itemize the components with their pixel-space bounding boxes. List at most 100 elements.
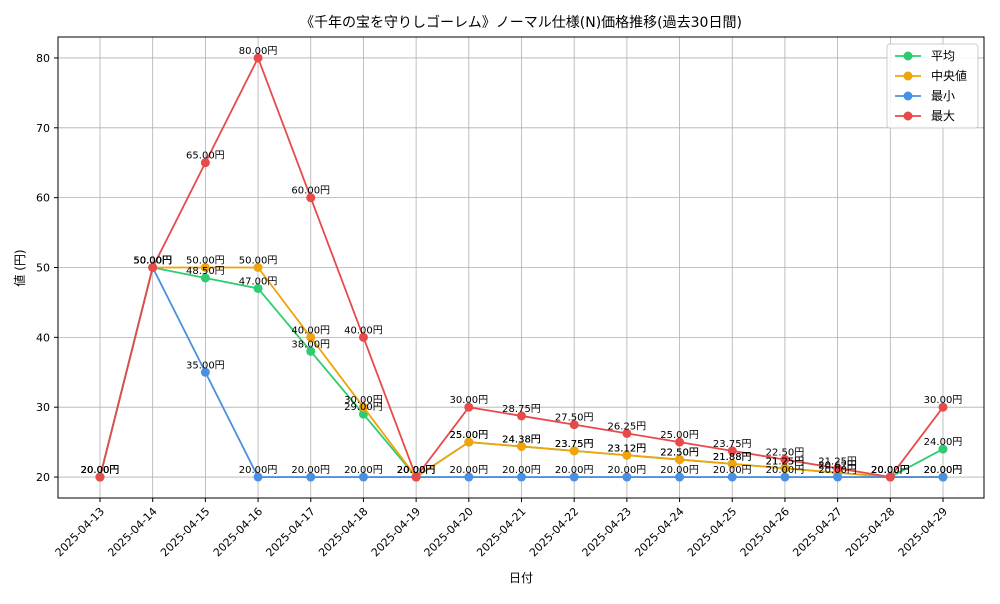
data-label: 20.00円 [397, 465, 436, 476]
data-label: 20.00円 [81, 465, 120, 476]
x-tick-label: 2025-04-13 [53, 505, 107, 559]
data-point [200, 158, 210, 168]
data-point [675, 472, 685, 482]
data-label: 25.00円 [660, 430, 699, 441]
data-label: 20.00円 [818, 465, 857, 476]
data-point [517, 441, 526, 451]
data-label: 24.00円 [924, 437, 963, 448]
data-label: 20.00円 [397, 465, 436, 476]
data-label: 50.00円 [133, 256, 172, 267]
data-label: 29.00円 [344, 402, 383, 413]
chart-title: 《千年の宝を守りしゴーレム》ノーマル仕様(N)価格推移(過去30日間) [300, 14, 742, 31]
x-axis-label: 日付 [509, 571, 533, 585]
data-point [200, 273, 210, 283]
data-point [622, 428, 632, 438]
data-label: 20.00円 [660, 465, 699, 476]
data-point [358, 409, 368, 419]
data-point [253, 263, 263, 272]
data-label: 23.75円 [555, 439, 594, 450]
data-point [938, 472, 948, 482]
data-point [833, 463, 843, 473]
data-label: 20.00円 [81, 465, 120, 476]
data-label: 21.25円 [818, 456, 857, 467]
data-label: 40.00円 [291, 325, 330, 336]
legend-label: 平均 [931, 49, 955, 63]
data-label: 20.00円 [608, 465, 647, 476]
data-label: 30.00円 [449, 395, 488, 406]
data-label: 65.00円 [186, 151, 225, 162]
data-label: 20.00円 [81, 465, 120, 476]
data-label: 20.00円 [502, 465, 541, 476]
data-point [833, 472, 843, 482]
data-point [306, 193, 316, 203]
x-tick-label: 2025-04-14 [105, 505, 159, 559]
data-label: 25.00円 [449, 430, 488, 441]
data-label: 38.00円 [291, 339, 330, 350]
data-point [306, 346, 316, 356]
data-point [622, 450, 632, 460]
data-label: 20.00円 [924, 465, 963, 476]
data-label: 22.50円 [660, 448, 699, 459]
x-tick-label: 2025-04-24 [632, 505, 686, 559]
axis-layer: 203040506070802025-04-132025-04-142025-0… [36, 36, 985, 559]
data-label: 20.00円 [397, 465, 436, 476]
data-label: 20.00円 [81, 465, 120, 476]
legend-swatch-marker [903, 111, 913, 121]
data-point [938, 402, 948, 412]
data-label: 26.25円 [608, 421, 647, 432]
y-tick-label: 20 [36, 471, 50, 484]
data-label: 21.88円 [713, 452, 752, 463]
data-point [727, 472, 737, 482]
data-label: 20.00円 [871, 465, 910, 476]
legend-label: 最大 [931, 109, 955, 123]
x-tick-label: 2025-04-27 [790, 505, 844, 559]
x-tick-label: 2025-04-18 [316, 505, 370, 559]
data-point [411, 472, 421, 482]
data-point [306, 332, 316, 342]
data-point [780, 472, 790, 482]
legend-swatch-marker [903, 51, 913, 61]
x-tick-label: 2025-04-20 [422, 505, 476, 559]
x-tick-label: 2025-04-17 [263, 505, 317, 559]
data-label: 20.00円 [344, 465, 383, 476]
x-tick-label: 2025-04-21 [474, 505, 528, 559]
legend-label: 最小 [931, 89, 955, 103]
data-point [675, 437, 685, 447]
x-tick-label: 2025-04-16 [211, 505, 265, 559]
y-tick-label: 40 [36, 331, 50, 344]
data-point [200, 367, 210, 377]
data-label: 20.62円 [818, 461, 857, 472]
data-label: 50.00円 [186, 256, 225, 267]
data-label: 24.38円 [502, 434, 541, 445]
data-label: 20.00円 [871, 465, 910, 476]
x-tick-label: 2025-04-25 [685, 505, 739, 559]
x-tick-label: 2025-04-26 [738, 505, 792, 559]
x-tick-label: 2025-04-22 [527, 505, 581, 559]
data-point [200, 263, 210, 272]
data-label: 20.00円 [871, 465, 910, 476]
data-label: 20.00円 [713, 465, 752, 476]
x-tick-label: 2025-04-15 [158, 505, 212, 559]
data-point [253, 283, 263, 293]
data-label: 20.00円 [397, 465, 436, 476]
data-label: 20.00円 [239, 465, 278, 476]
data-label: 21.88円 [713, 452, 752, 463]
data-label: 50.00円 [133, 256, 172, 267]
data-point [727, 446, 737, 456]
data-label: 50.00円 [239, 256, 278, 267]
data-point [358, 332, 368, 342]
data-label: 20.00円 [555, 465, 594, 476]
data-label: 25.00円 [449, 430, 488, 441]
data-label: 22.50円 [766, 448, 805, 459]
data-point [675, 455, 685, 465]
data-label: 23.12円 [608, 443, 647, 454]
legend-swatch-marker [903, 91, 913, 101]
data-label: 48.50円 [186, 266, 225, 277]
x-tick-label: 2025-04-19 [369, 505, 423, 559]
data-label: 23.12円 [608, 443, 647, 454]
data-point [464, 402, 474, 412]
data-point [569, 446, 579, 456]
data-point [517, 411, 526, 421]
